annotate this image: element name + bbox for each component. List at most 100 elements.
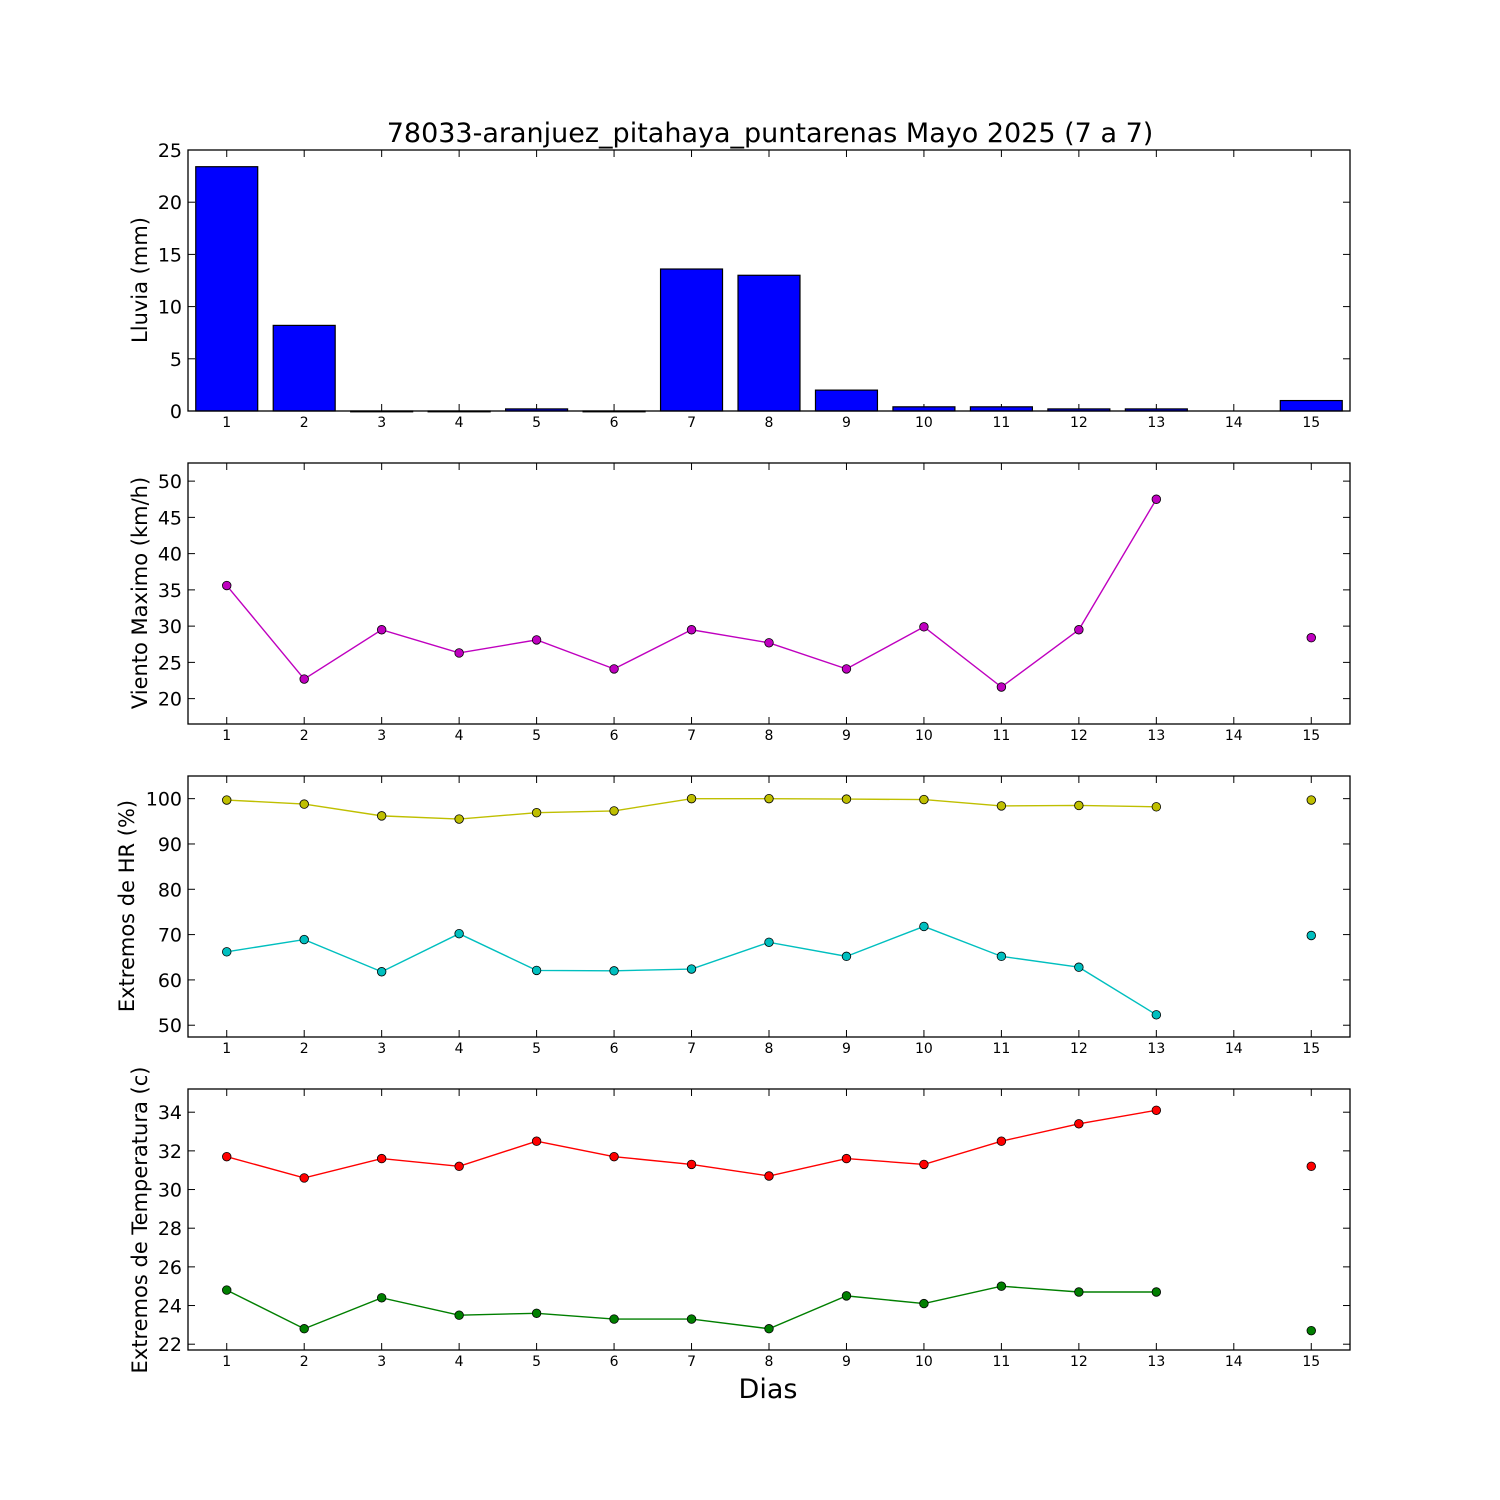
humidity-data-point [996, 951, 1007, 962]
wind-data-point [1151, 494, 1162, 504]
wind-xtick-label: 8 [765, 728, 774, 744]
wind-ytick-label: 30 [158, 616, 182, 638]
temperature-xtick-label: 6 [610, 1354, 619, 1370]
rain-bar [659, 268, 724, 412]
wind-xtick-label: 9 [842, 728, 851, 744]
wind-ytick-label: 50 [158, 471, 182, 493]
humidity-ytick-label: 90 [158, 834, 182, 856]
rain-ytick-label: 10 [158, 297, 182, 319]
humidity-xtick-label: 4 [455, 1041, 464, 1057]
temperature-data-point [299, 1324, 309, 1334]
humidity-xtick-label: 9 [842, 1041, 851, 1057]
rain-xtick-label: 6 [610, 415, 619, 431]
temperature-xtick-label: 11 [992, 1354, 1010, 1370]
rain-ylabel: Lluvia (mm) [128, 217, 152, 343]
temperature-data-point [764, 1324, 774, 1334]
humidity-xtick-label: 12 [1070, 1041, 1088, 1057]
wind-data-point [996, 682, 1007, 692]
humidity-ytick-label: 60 [158, 970, 182, 992]
rain-xtick-label: 13 [1147, 415, 1165, 431]
temperature-data-point [376, 1153, 387, 1164]
temperature-xtick-label: 1 [222, 1354, 231, 1370]
wind-data-point [686, 625, 697, 635]
rain-xtick-label: 1 [222, 415, 231, 431]
rain-xtick-label: 15 [1302, 415, 1320, 431]
wind-data-point [919, 622, 929, 632]
humidity-xtick-label: 7 [687, 1041, 696, 1057]
rain-xtick-label: 2 [300, 415, 309, 431]
rain-ytick-label: 5 [170, 349, 182, 371]
temperature-panel: Extremos de Temperatura (c) 222426283032… [128, 1067, 1351, 1374]
rain-xtick-label: 5 [532, 415, 541, 431]
temperature-ytick-label: 22 [158, 1334, 182, 1356]
rain-xtick-label: 9 [842, 415, 851, 431]
wind-data-point [299, 674, 309, 684]
humidity-ytick-label: 50 [158, 1015, 182, 1037]
temperature-xtick-label: 2 [300, 1354, 309, 1370]
temperature-ytick-label: 26 [158, 1257, 182, 1279]
humidity-ytick-label: 80 [158, 879, 182, 901]
chart-title: 78033-aranjuez_pitahaya_puntarenas Mayo … [387, 118, 1154, 149]
wind-data-point [531, 635, 542, 645]
rain-xtick-label: 12 [1070, 415, 1088, 431]
humidity-data-point [222, 795, 232, 805]
wind-data-point [1306, 633, 1316, 643]
rain-ytick-label: 15 [158, 244, 182, 266]
humidity-xtick-label: 2 [300, 1041, 309, 1057]
wind-xtick-label: 3 [377, 728, 386, 744]
temperature-ytick-label: 28 [158, 1218, 182, 1240]
humidity-data-point [531, 808, 542, 818]
humidity-data-point [454, 928, 464, 939]
temperature-data-point [919, 1298, 929, 1309]
rain-xtick-label: 8 [765, 415, 774, 431]
temperature-plot-frame [187, 1088, 1351, 1351]
wind-xtick-label: 4 [455, 728, 464, 744]
rain-bar [737, 274, 801, 412]
humidity-data-point [764, 937, 774, 947]
rain-ytick-label: 0 [170, 401, 182, 423]
wind-xtick-label: 10 [915, 728, 933, 744]
wind-data-point [841, 664, 852, 674]
humidity-data-point [841, 794, 852, 804]
humidity-data-point [1074, 962, 1084, 972]
humidity-xtick-label: 5 [532, 1041, 541, 1057]
temperature-data-point [686, 1159, 697, 1170]
temperature-xtick-label: 10 [915, 1354, 933, 1370]
temperature-ytick-label: 34 [158, 1102, 182, 1124]
temperature-data-point [609, 1151, 619, 1162]
temperature-xtick-label: 15 [1302, 1354, 1320, 1370]
temperature-data-point [1151, 1105, 1162, 1115]
wind-data-point [764, 638, 774, 648]
temperature-ylabel: Extremos de Temperatura (c) [128, 1067, 152, 1374]
humidity-data-point [764, 793, 774, 804]
humidity-ylabel: Extremos de HR (%) [115, 800, 139, 1012]
wind-xtick-label: 7 [687, 728, 696, 744]
rain-xtick-label: 3 [377, 415, 386, 431]
humidity-xtick-label: 10 [915, 1041, 933, 1057]
humidity-data-point [686, 964, 697, 974]
humidity-plot-frame [187, 775, 1351, 1038]
rain-ytick-label: 20 [158, 192, 182, 214]
temperature-data-point [1306, 1325, 1316, 1336]
wind-plot-frame [187, 462, 1351, 725]
temperature-xtick-label: 4 [455, 1354, 464, 1370]
rain-bar [195, 166, 259, 412]
wind-xtick-label: 6 [610, 728, 619, 744]
humidity-data-point [1074, 800, 1084, 811]
wind-ytick-label: 45 [158, 507, 182, 529]
humidity-data-point [1151, 1010, 1162, 1020]
temperature-data-point [841, 1153, 852, 1164]
wind-data-point [454, 648, 464, 658]
temperature-data-point [686, 1314, 697, 1324]
wind-xtick-label: 14 [1225, 728, 1243, 744]
rain-xtick-label: 4 [455, 415, 464, 431]
humidity-data-point [919, 794, 929, 805]
humidity-data-point [841, 951, 852, 962]
wind-series-line [226, 498, 1157, 688]
humidity-data-point [376, 967, 387, 977]
humidity-xtick-label: 15 [1302, 1041, 1320, 1057]
rain-plot-frame [187, 149, 1351, 412]
humidity-xtick-label: 6 [610, 1041, 619, 1057]
